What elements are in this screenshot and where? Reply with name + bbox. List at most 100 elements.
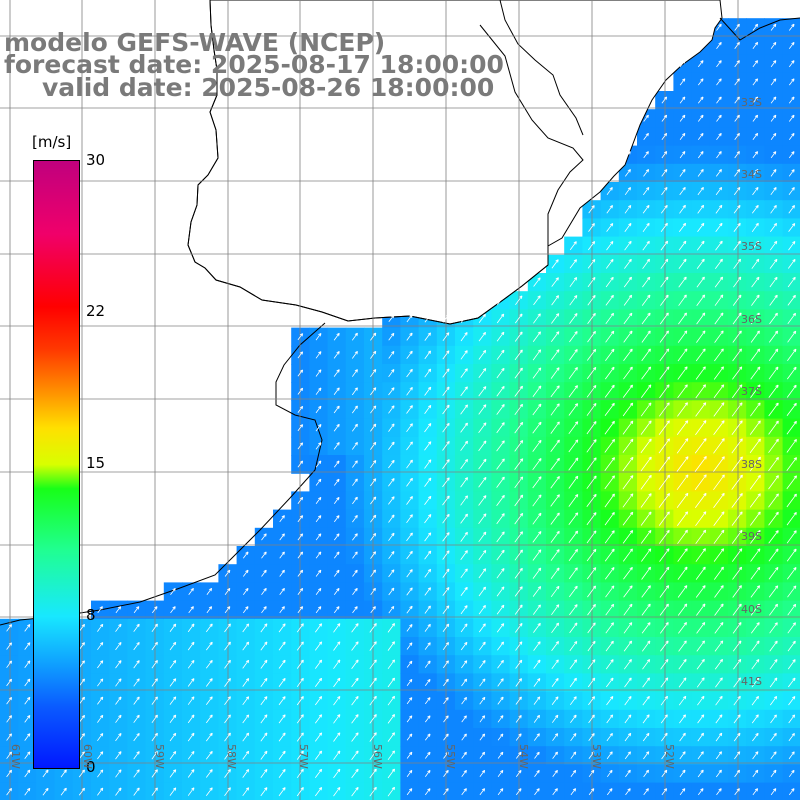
wind-cell <box>709 582 729 602</box>
wind-arrow <box>623 294 633 306</box>
wind-arrow <box>622 402 634 417</box>
wind-cell <box>637 618 656 638</box>
wind-cell <box>728 254 747 274</box>
wind-arrow <box>297 496 304 504</box>
wind-arrow <box>641 330 651 343</box>
wind-arrow <box>515 788 522 796</box>
wind-cell <box>564 691 583 711</box>
wind-arrow <box>587 585 596 598</box>
wind-arrow <box>604 384 615 398</box>
wind-cell <box>709 400 729 420</box>
wind-cell <box>309 364 329 383</box>
wind-cell <box>637 600 656 620</box>
wind-arrow <box>694 474 707 491</box>
wind-cell <box>618 709 638 729</box>
wind-arrow <box>533 678 541 687</box>
wind-arrow <box>770 60 777 68</box>
wind-arrow <box>786 438 797 453</box>
wind-arrow <box>370 350 377 359</box>
wind-arrow <box>205 678 213 687</box>
wind-cell <box>600 509 620 529</box>
wind-cell <box>291 455 310 474</box>
wind-arrow <box>714 622 724 634</box>
wind-cell <box>746 54 765 74</box>
wind-cell <box>618 491 638 511</box>
wind-arrow <box>604 475 615 490</box>
wind-arrow <box>768 475 779 490</box>
wind-cell <box>291 764 310 784</box>
wind-arrow <box>406 605 413 614</box>
wind-cell <box>254 618 274 638</box>
wind-arrow <box>677 384 688 399</box>
wind-cell <box>618 163 638 183</box>
wind-arrow <box>786 511 797 526</box>
wind-arrow <box>369 623 377 633</box>
wind-cell <box>764 254 784 274</box>
wind-arrow <box>625 151 631 159</box>
wind-cell <box>163 728 183 747</box>
wind-arrow <box>533 277 541 287</box>
wind-arrow <box>715 769 722 778</box>
wind-cell <box>746 709 765 729</box>
wind-arrow <box>532 439 542 452</box>
wind-cell <box>418 546 438 565</box>
wind-arrow <box>661 151 668 159</box>
colorbar-tick: 22 <box>86 302 106 320</box>
wind-cell <box>527 673 547 693</box>
wind-cell <box>673 127 693 147</box>
wind-cell <box>691 109 711 128</box>
wind-arrow <box>369 714 377 724</box>
wind-arrow <box>242 569 249 577</box>
wind-cell <box>673 473 693 492</box>
wind-arrow <box>733 258 741 269</box>
wind-cell <box>163 746 183 765</box>
wind-arrow <box>478 513 487 524</box>
wind-cell <box>200 618 219 638</box>
wind-arrow <box>586 384 597 398</box>
wind-cell <box>400 764 420 784</box>
wind-arrow <box>696 276 705 288</box>
lat-label: 40S <box>741 603 762 616</box>
wind-arrow <box>314 659 323 669</box>
wind-arrow <box>514 385 523 397</box>
wind-arrow <box>606 187 613 196</box>
wind-arrow <box>242 623 250 633</box>
wind-cell <box>546 400 565 420</box>
wind-cell <box>455 382 474 401</box>
wind-cell <box>618 600 638 620</box>
wind-arrow <box>315 533 322 541</box>
wind-arrow <box>532 331 541 342</box>
wind-cell <box>400 364 420 383</box>
wind-cell <box>382 400 401 420</box>
wind-arrow <box>370 551 377 559</box>
wind-cell <box>764 618 784 638</box>
wind-cell <box>491 527 511 547</box>
wind-arrow <box>586 567 597 580</box>
wind-arrow <box>314 732 323 742</box>
wind-cell <box>236 618 256 638</box>
wind-arrow <box>768 384 779 398</box>
wind-arrow <box>587 294 596 306</box>
wind-cell <box>546 345 565 365</box>
wind-cell <box>764 109 784 128</box>
wind-arrow <box>588 733 595 742</box>
wind-arrow <box>678 258 687 269</box>
wind-cell <box>291 345 310 365</box>
wind-cell <box>564 618 583 638</box>
wind-arrow <box>442 440 450 451</box>
wind-arrow <box>605 640 614 652</box>
wind-arrow <box>731 456 743 472</box>
wind-cell <box>637 673 656 693</box>
wind-cell <box>546 764 565 784</box>
wind-arrow <box>461 678 468 687</box>
wind-arrow <box>622 548 633 562</box>
wind-arrow <box>424 715 431 723</box>
wind-cell <box>746 491 765 511</box>
wind-cell <box>254 546 274 565</box>
wind-arrow <box>587 312 596 324</box>
wind-arrow <box>279 587 285 595</box>
wind-cell <box>491 691 511 711</box>
lat-label: 34S <box>741 168 762 181</box>
wind-arrow <box>242 714 250 724</box>
